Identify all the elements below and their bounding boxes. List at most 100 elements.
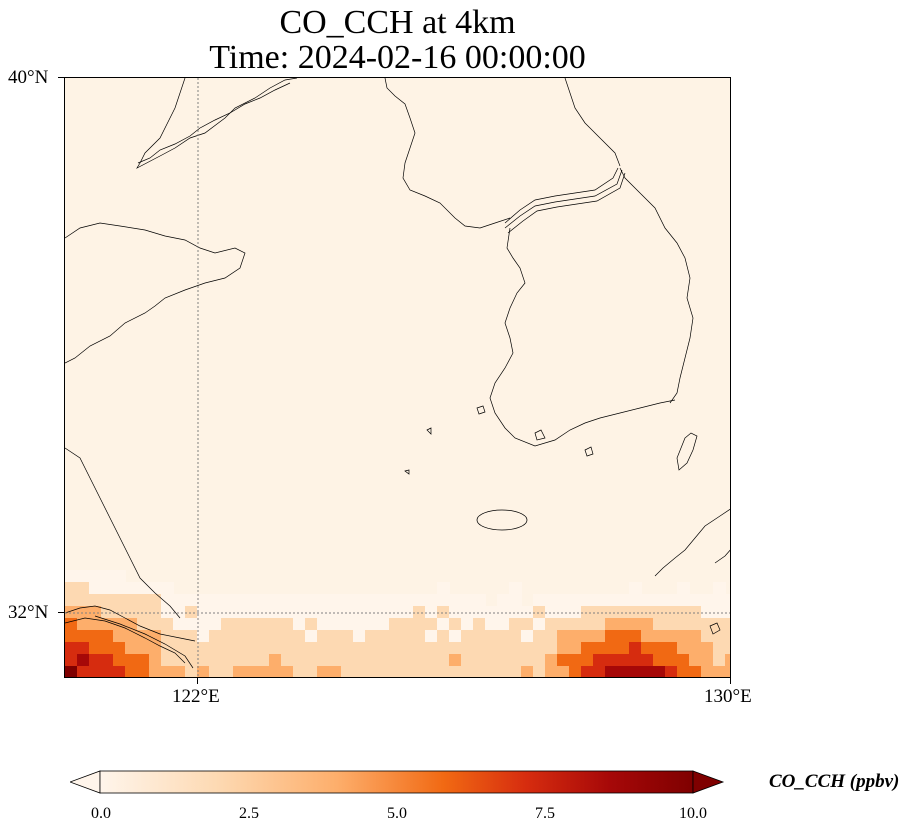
concentration-cell [353,594,366,607]
concentration-cell [269,642,282,655]
concentration-cell [557,594,570,607]
concentration-cell [593,666,606,677]
concentration-cell [701,606,714,619]
concentration-cell [89,594,102,607]
concentration-cell [233,606,246,619]
concentration-cell [449,654,462,667]
concentration-cell [293,594,306,607]
concentration-cell [425,618,438,631]
concentration-cell [713,606,726,619]
concentration-cell [221,666,234,677]
concentration-cell [365,594,378,607]
concentration-cell [665,630,678,643]
concentration-cell [293,642,306,655]
concentration-cell [497,594,510,607]
concentration-cell [413,606,426,619]
concentration-cell [317,606,330,619]
concentration-cell [221,642,234,655]
concentration-cell [329,642,342,655]
concentration-cell [533,642,546,655]
concentration-cell [461,594,474,607]
concentration-cell [641,642,654,655]
concentration-cell [653,630,666,643]
concentration-cell [461,630,474,643]
jeju-island [476,509,528,531]
concentration-cell [245,654,258,667]
concentration-cell [677,618,690,631]
concentration-cell [305,666,318,677]
concentration-cell [113,582,126,595]
concentration-cell [89,666,102,677]
concentration-cell [197,618,210,631]
korea-west-coast [489,227,676,447]
concentration-cell [437,594,450,607]
concentration-cell [209,618,222,631]
concentration-cell [509,606,522,619]
concentration-cell [557,654,570,667]
concentration-cell [617,642,630,655]
concentration-cell [329,594,342,607]
concentration-cell [317,618,330,631]
concentration-cell [89,570,102,583]
concentration-cell [485,642,498,655]
concentration-cell [665,642,678,655]
concentration-cell [689,606,702,619]
concentration-cell [173,630,186,643]
concentration-cell [497,654,510,667]
concentration-cell [677,630,690,643]
concentration-cell [341,630,354,643]
concentration-cell [341,594,354,607]
concentration-cell [581,618,594,631]
concentration-cell [257,654,270,667]
concentration-cell [461,666,474,677]
concentration-cell [425,630,438,643]
concentration-cell [569,594,582,607]
colorbar-tick-2-5: 2.5 [239,805,259,822]
bohai-coast [137,82,291,164]
coastlines [65,78,730,669]
concentration-cell [473,618,486,631]
concentration-cell [353,630,366,643]
concentration-cell [353,666,366,677]
concentration-cell [329,618,342,631]
map-title: CO_CCH at 4km [279,4,516,41]
kyushu-islet [709,622,721,635]
concentration-cell [617,630,630,643]
concentration-cell [137,630,150,643]
concentration-cell [77,666,90,677]
concentration-cell [101,630,114,643]
concentration-cell [77,630,90,643]
concentration-cell [65,630,78,643]
concentration-cell [149,606,162,619]
concentration-cell [185,666,198,677]
concentration-cell [257,606,270,619]
concentration-cell [545,630,558,643]
concentration-cell [581,642,594,655]
concentration-cell [617,594,630,607]
concentration-cell [317,594,330,607]
concentration-cell [377,618,390,631]
concentration-cell [449,666,462,677]
concentration-cell [413,618,426,631]
lat-label-32n: 32°N [8,602,49,623]
concentration-cell [689,642,702,655]
lat-tick-32 [58,612,64,613]
concentration-cell [641,666,654,677]
concentration-cell [101,570,114,583]
concentration-cell [665,594,678,607]
concentration-cell [281,594,294,607]
concentration-cell [605,594,618,607]
concentration-cell [269,618,282,631]
concentration-cell [653,618,666,631]
concentration-cell [425,654,438,667]
lon-label-122e: 122°E [172,686,220,707]
concentration-cell [161,594,174,607]
concentration-cell [185,606,198,619]
concentration-cell [209,666,222,677]
concentration-cell [605,630,618,643]
concentration-cell [665,666,678,677]
concentration-cell [389,630,402,643]
concentration-cell [461,618,474,631]
concentration-cell [113,666,126,677]
concentration-cell [581,594,594,607]
